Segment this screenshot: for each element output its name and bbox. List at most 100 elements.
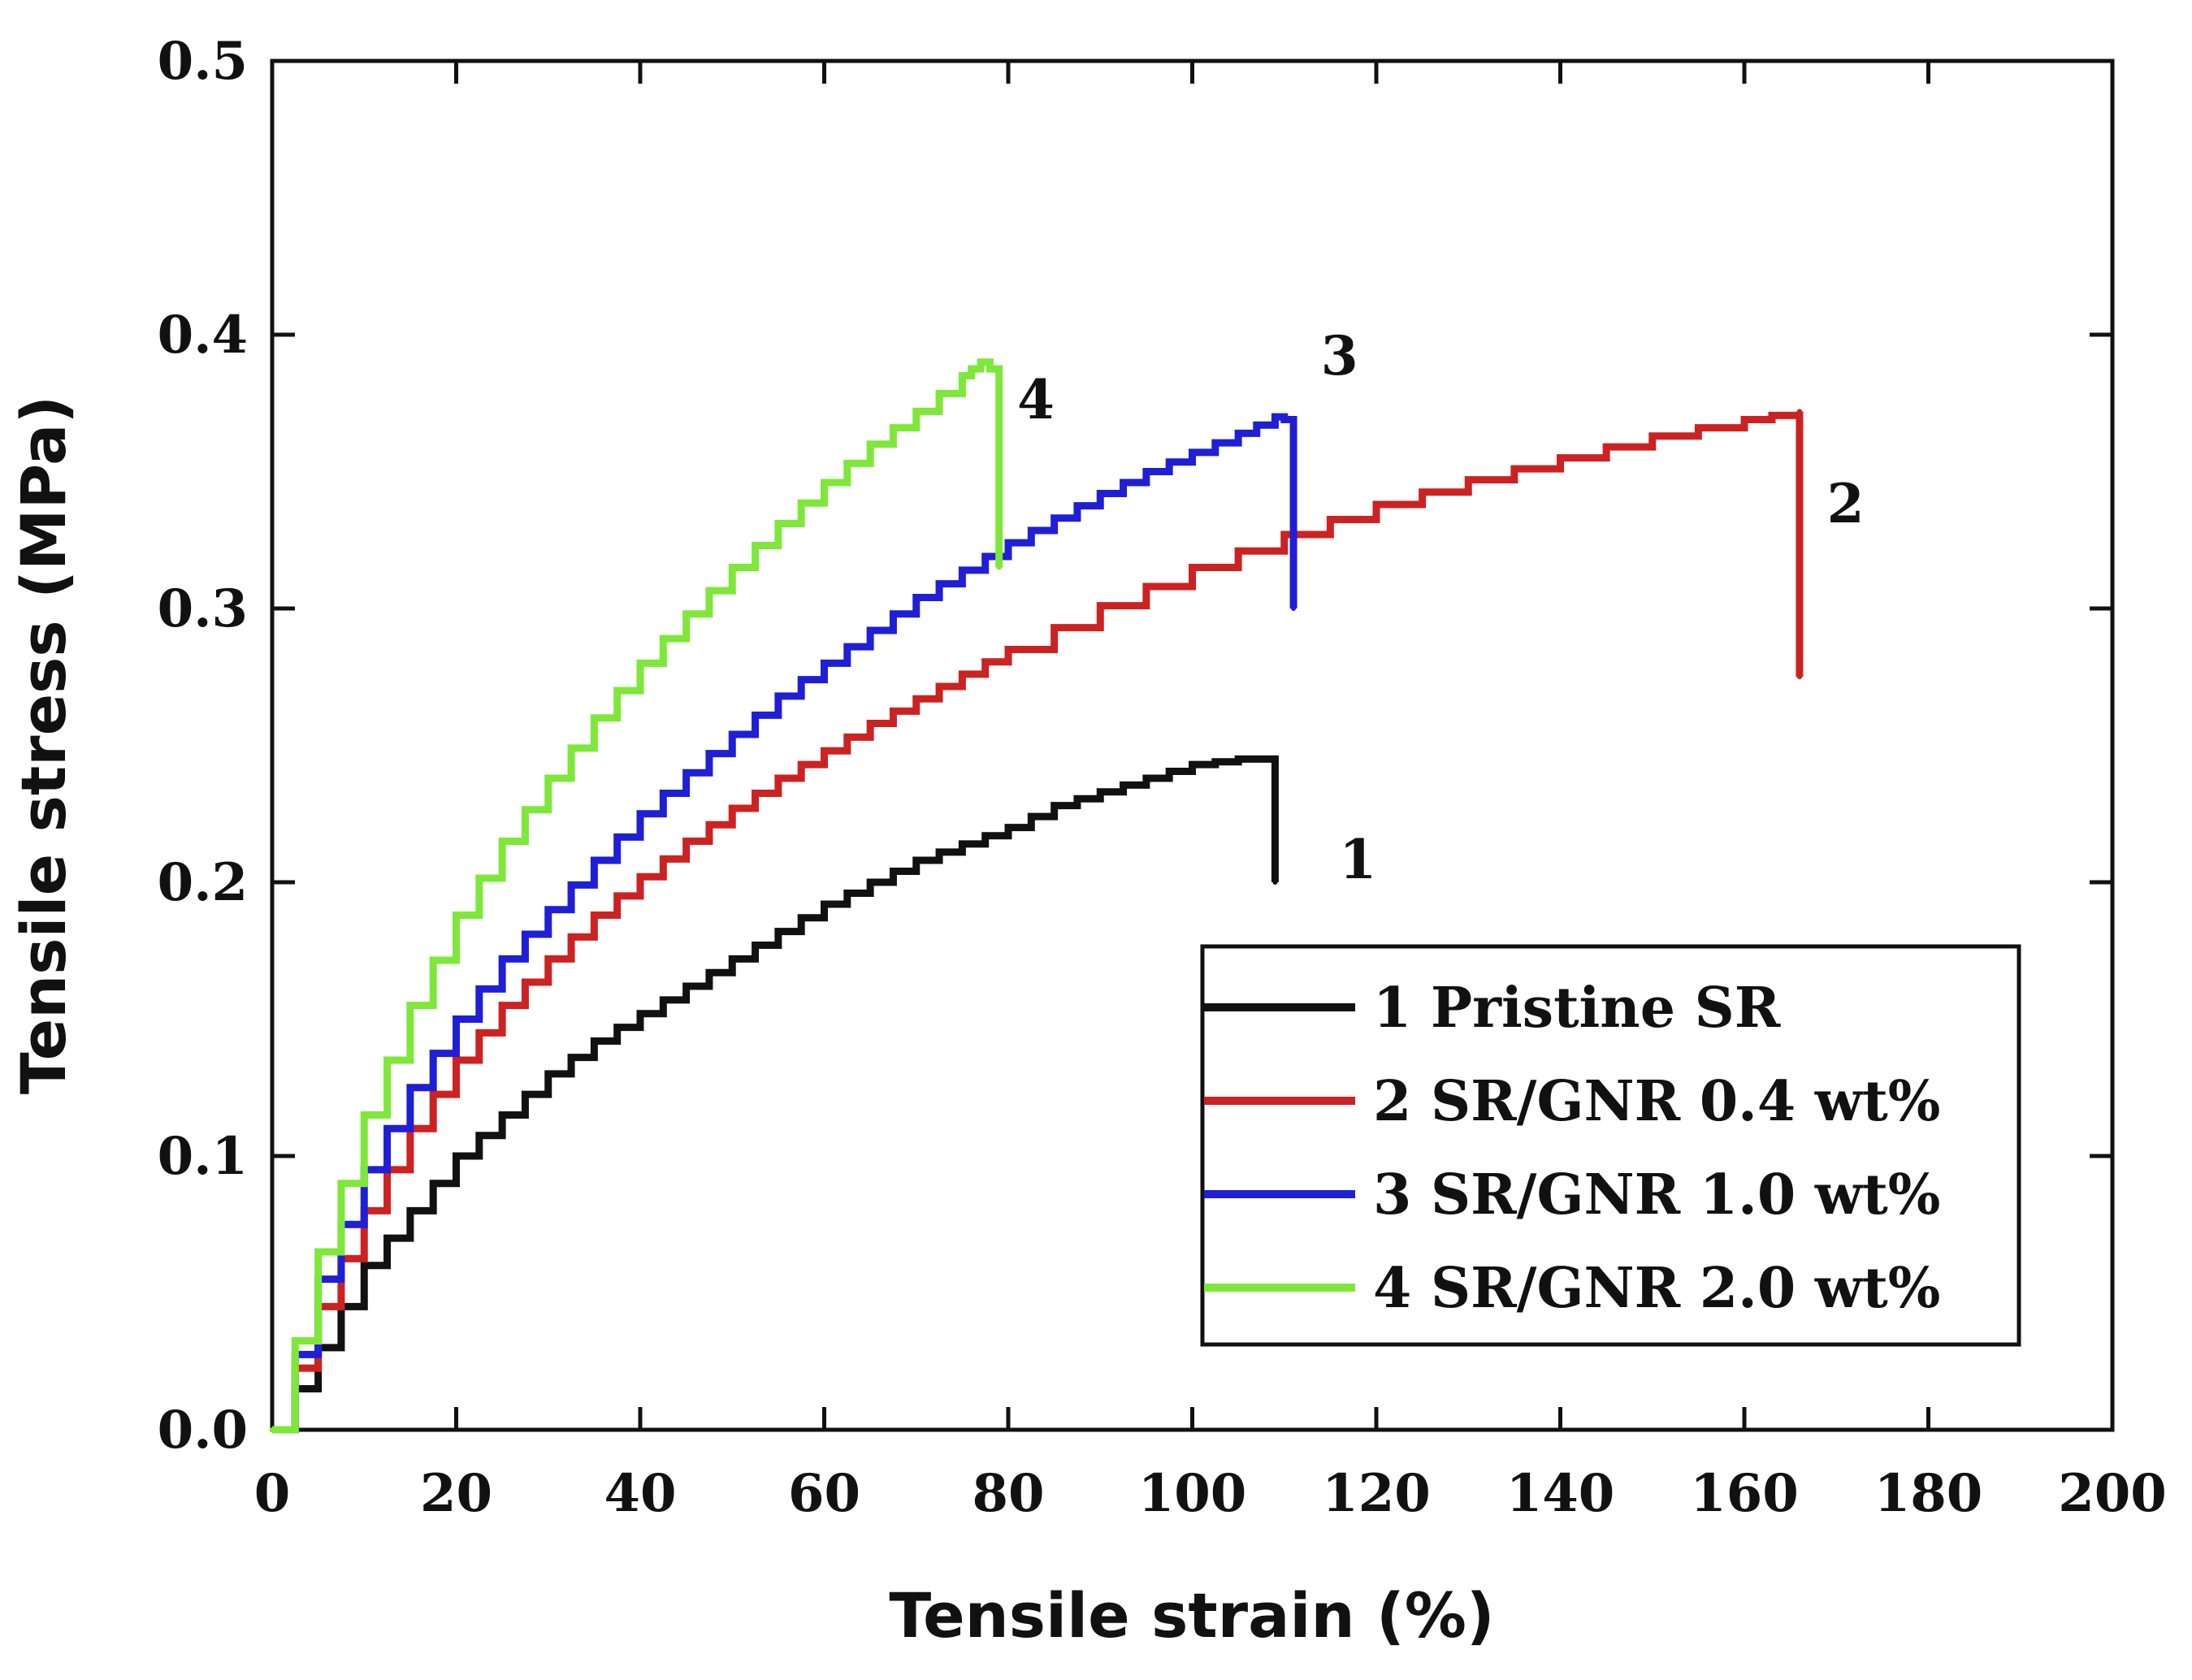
data-point xyxy=(545,1071,551,1076)
data-point xyxy=(1051,803,1057,808)
data-point xyxy=(1006,825,1011,830)
data-point xyxy=(500,838,505,844)
data-point xyxy=(1006,540,1011,546)
x-tick-label: 80 xyxy=(972,1463,1044,1524)
x-tick-label: 200 xyxy=(2058,1463,2167,1524)
data-point xyxy=(1236,756,1241,762)
data-point xyxy=(1098,491,1103,496)
data-point xyxy=(453,1154,459,1158)
data-point xyxy=(638,811,643,816)
data-point xyxy=(453,912,459,918)
data-point xyxy=(591,1038,597,1044)
data-point xyxy=(453,1058,459,1063)
data-point xyxy=(1236,431,1241,436)
data-point xyxy=(1742,417,1747,422)
data-point xyxy=(1374,501,1379,507)
data-point xyxy=(775,929,781,934)
data-point xyxy=(1051,515,1057,521)
data-point xyxy=(868,441,873,447)
curve-label-1: 1 xyxy=(1339,828,1376,891)
data-point xyxy=(407,1002,413,1008)
y-axis-ticks: 0.0 0.1 0.2 0.3 0.4 0.5 xyxy=(158,31,2112,1461)
legend-label: 1 Pristine SR xyxy=(1373,976,1781,1041)
data-point xyxy=(1098,603,1103,608)
data-point xyxy=(270,1427,275,1432)
x-tick-label: 40 xyxy=(604,1463,676,1524)
curve-label-3: 3 xyxy=(1321,324,1358,388)
x-tick-label: 180 xyxy=(1874,1463,1983,1524)
data-point xyxy=(960,841,965,846)
data-point xyxy=(1098,789,1103,795)
data-point xyxy=(1281,532,1287,538)
data-point xyxy=(1189,449,1195,455)
legend-label: 3 SR/GNR 1.0 wt% xyxy=(1373,1163,1940,1228)
y-tick-label: 0.1 xyxy=(158,1126,248,1187)
data-point xyxy=(821,479,827,485)
data-point xyxy=(775,693,781,699)
legend: 1 Pristine SR 2 SR/GNR 0.4 wt% 3 SR/GNR 1.… xyxy=(1200,944,2021,1347)
data-point xyxy=(775,521,781,526)
curve-number-labels: 1 2 3 4 xyxy=(1017,324,1865,891)
data-point xyxy=(821,901,827,907)
y-axis-title: Tensile stress (MPa) xyxy=(7,396,80,1094)
data-point xyxy=(1291,419,1297,425)
data-point xyxy=(500,1112,505,1118)
data-point xyxy=(1006,647,1011,652)
data-point xyxy=(960,671,965,677)
series-line xyxy=(272,411,1804,1434)
data-point xyxy=(821,748,827,754)
series-lines xyxy=(270,358,1804,1434)
curve-label-4: 4 xyxy=(1017,368,1055,431)
legend-label: 4 SR/GNR 2.0 wt% xyxy=(1373,1256,1940,1321)
data-point xyxy=(1143,775,1149,781)
data-point xyxy=(1189,762,1195,768)
curve-label-2: 2 xyxy=(1827,472,1865,535)
data-point xyxy=(960,373,965,379)
data-point xyxy=(683,838,689,844)
data-point xyxy=(1649,433,1655,439)
data-point xyxy=(913,595,919,600)
data-point xyxy=(1796,409,1802,414)
x-tick-label: 20 xyxy=(420,1463,492,1524)
data-point xyxy=(1272,414,1278,420)
data-point xyxy=(996,565,1002,570)
data-point xyxy=(683,611,689,617)
x-tick-label: 60 xyxy=(788,1463,860,1524)
series-line xyxy=(272,358,1003,1434)
data-point xyxy=(730,732,735,738)
y-tick-label: 0.2 xyxy=(158,852,248,913)
data-point xyxy=(683,770,689,776)
x-tick-label: 0 xyxy=(254,1463,291,1524)
data-point xyxy=(683,984,689,989)
x-axis-ticks: 0 20 40 60 80 100 120 140 160 180 200 xyxy=(254,61,2167,1524)
data-point xyxy=(591,715,597,721)
data-point xyxy=(730,956,735,962)
data-point xyxy=(407,1085,413,1090)
data-point xyxy=(775,775,781,781)
data-point xyxy=(638,1011,643,1016)
data-point xyxy=(545,775,551,781)
y-tick-label: 0.4 xyxy=(158,305,248,366)
data-point xyxy=(453,1016,459,1022)
data-point xyxy=(821,660,827,666)
x-tick-label: 140 xyxy=(1506,1463,1615,1524)
data-point xyxy=(1272,756,1278,762)
data-point xyxy=(978,359,984,365)
data-point xyxy=(545,956,551,962)
x-axis-title: Tensile strain (%) xyxy=(889,1579,1494,1652)
data-point xyxy=(868,627,873,633)
data-point xyxy=(362,1262,367,1268)
data-point xyxy=(1466,477,1471,483)
data-point xyxy=(1557,455,1563,461)
data-point xyxy=(996,373,1002,379)
data-point xyxy=(913,858,919,864)
data-point xyxy=(730,565,735,570)
data-point xyxy=(545,907,551,912)
data-point xyxy=(500,956,505,962)
data-point xyxy=(960,567,965,573)
data-point xyxy=(1272,880,1278,885)
data-point xyxy=(500,1002,505,1008)
data-point xyxy=(315,1249,321,1254)
